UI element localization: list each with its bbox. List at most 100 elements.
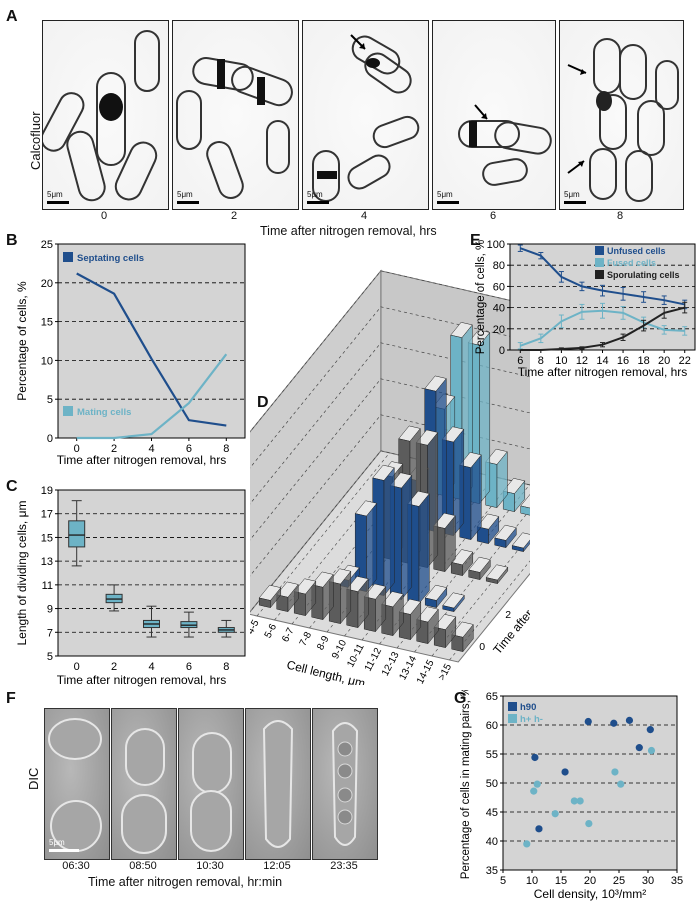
y-tick-label: 100 bbox=[487, 239, 505, 251]
legend-swatch-h90 bbox=[508, 702, 517, 711]
x-tick-label: 6 bbox=[186, 443, 192, 455]
scale-label: 5μm bbox=[177, 190, 193, 199]
y-tick-label: 19 bbox=[41, 485, 53, 497]
legend-label-septating: Septating cells bbox=[77, 253, 144, 264]
scale-bar bbox=[47, 201, 69, 204]
scale-label: 5μm bbox=[49, 838, 65, 847]
legend-swatch-unfused bbox=[595, 246, 604, 255]
x-tick-label: 10 bbox=[555, 355, 567, 367]
y-axis-label: Percentage of cells in mating pairs, % bbox=[460, 690, 472, 879]
x-axis-label: Time after nitrogen removal, hrs bbox=[57, 453, 227, 467]
y-tick-label: 5 bbox=[47, 651, 53, 663]
x-tick-label: 8-9 bbox=[315, 634, 332, 652]
cell-drawing bbox=[567, 38, 679, 202]
calcofluor-label: Calcofluor bbox=[28, 111, 43, 170]
x-tick-label: 8 bbox=[223, 443, 229, 455]
x-axis-label: Time after nitrogen removal, hrs bbox=[57, 673, 227, 687]
x-tick-label: 4 bbox=[148, 443, 154, 455]
x-tick-label: 10 bbox=[526, 875, 538, 887]
y-axis-label: Percentage of cells, % bbox=[15, 281, 29, 401]
legend-label-sporulating: Sporulating cells bbox=[607, 270, 680, 280]
y-tick-label: 11 bbox=[42, 580, 53, 592]
x-tick-label: 14 bbox=[596, 355, 608, 367]
box-0 bbox=[68, 520, 86, 548]
y-tick-label: 20 bbox=[493, 324, 505, 336]
floor-gridline bbox=[396, 484, 530, 649]
legend-swatch-sporulating bbox=[595, 270, 604, 279]
scatter-point-h90 bbox=[610, 719, 618, 727]
x-tick-label: 2 bbox=[111, 661, 117, 673]
y-tick-label: 10 bbox=[41, 355, 53, 367]
x-tick-label: 12 bbox=[576, 355, 588, 367]
gridline bbox=[250, 270, 530, 433]
x-tick-label: 20 bbox=[584, 875, 596, 887]
y-tick-label: 25 bbox=[41, 239, 53, 251]
bar-t2-13-14 bbox=[442, 605, 455, 612]
dic-frame-1: 5μm bbox=[44, 708, 110, 860]
dic-frame-4 bbox=[245, 708, 311, 860]
y-axis-label: Percentage of cells, % bbox=[475, 240, 487, 354]
legend-label-fused: Fused cells bbox=[607, 258, 656, 268]
gridline bbox=[250, 414, 530, 577]
z-tick-label: 2 bbox=[505, 609, 511, 621]
dic-frame-5 bbox=[312, 708, 378, 860]
x-tick-label: 6 bbox=[517, 355, 523, 367]
x-tick-label: 6-7 bbox=[280, 626, 297, 644]
y-tick-label: 45 bbox=[486, 807, 498, 819]
panel-a-xlabel: Time after nitrogen removal, hrs bbox=[260, 224, 437, 238]
legend-swatch-mating bbox=[63, 406, 73, 416]
panel-a-time-4: 4 bbox=[360, 210, 368, 222]
y-tick-label: 17 bbox=[41, 509, 53, 521]
y-tick-label: 15 bbox=[41, 532, 53, 544]
panel-f-time-4: 12:05 bbox=[263, 860, 291, 872]
floor-gridline bbox=[256, 452, 390, 617]
x-tick-label: 25 bbox=[613, 875, 625, 887]
bar-side bbox=[470, 454, 482, 541]
panel-f-xlabel: Time after nitrogen removal, hr:min bbox=[88, 875, 283, 889]
chart-d-length-distribution: 010203040504-55-66-77-88-99-1010-1111-12… bbox=[250, 269, 530, 685]
x-tick-label: 7-8 bbox=[298, 630, 315, 648]
panel-a-time-6: 6 bbox=[489, 210, 497, 222]
series-line-fused bbox=[519, 309, 685, 347]
bar-t0-4-5 bbox=[258, 597, 271, 608]
y-tick-label: 40 bbox=[486, 836, 498, 848]
panel-label-b: B bbox=[6, 232, 18, 249]
y-tick-label: 5 bbox=[47, 394, 53, 406]
scatter-point-h90 bbox=[625, 716, 634, 724]
bar-side bbox=[401, 474, 413, 601]
legend-label-mating: Mating cells bbox=[77, 407, 131, 418]
panel-label-f: F bbox=[6, 690, 16, 707]
legend-swatch-fused bbox=[595, 258, 604, 267]
y-tick-label: 65 bbox=[486, 691, 498, 703]
micrograph-t8: 5μm bbox=[559, 20, 684, 210]
panel-label-a: A bbox=[6, 8, 18, 25]
bar-t2-12-13 bbox=[424, 597, 437, 608]
x-tick-label: 8 bbox=[223, 661, 229, 673]
series-line-sporulating bbox=[520, 306, 685, 351]
y-tick-label: 60 bbox=[486, 720, 498, 732]
legend-label-unfused: Unfused cells bbox=[607, 246, 666, 256]
y-tick-label: 40 bbox=[493, 303, 505, 315]
x-tick-label: 4 bbox=[148, 661, 154, 673]
scatter-point-hplus-hminus bbox=[647, 746, 656, 755]
y-tick-label: 15 bbox=[41, 317, 53, 329]
cell-drawing bbox=[43, 30, 160, 202]
micrograph-t4: 5μm bbox=[302, 20, 429, 210]
panel-f-time-5: 23:35 bbox=[330, 860, 358, 872]
series-line-unfused bbox=[519, 247, 685, 306]
cell-drawing bbox=[312, 34, 420, 202]
panel-f-time-3: 10:30 bbox=[196, 860, 224, 872]
x-tick-label: 5 bbox=[500, 875, 506, 887]
bar-t4-13-14 bbox=[468, 569, 481, 580]
y-tick-label: 50 bbox=[486, 778, 498, 790]
dic-frame-3 bbox=[178, 708, 244, 860]
x-tick-label: 30 bbox=[642, 875, 654, 887]
y-tick-label: 13 bbox=[41, 556, 53, 568]
scatter-point-hplus-hminus bbox=[617, 780, 625, 788]
y-axis-label: Length of dividing cells, μm bbox=[15, 501, 29, 646]
x-tick-label: 2 bbox=[111, 443, 117, 455]
scatter-point-hplus-hminus bbox=[585, 820, 593, 828]
scatter-point-h90 bbox=[561, 768, 569, 776]
scatter-point-hplus-hminus bbox=[570, 797, 578, 805]
